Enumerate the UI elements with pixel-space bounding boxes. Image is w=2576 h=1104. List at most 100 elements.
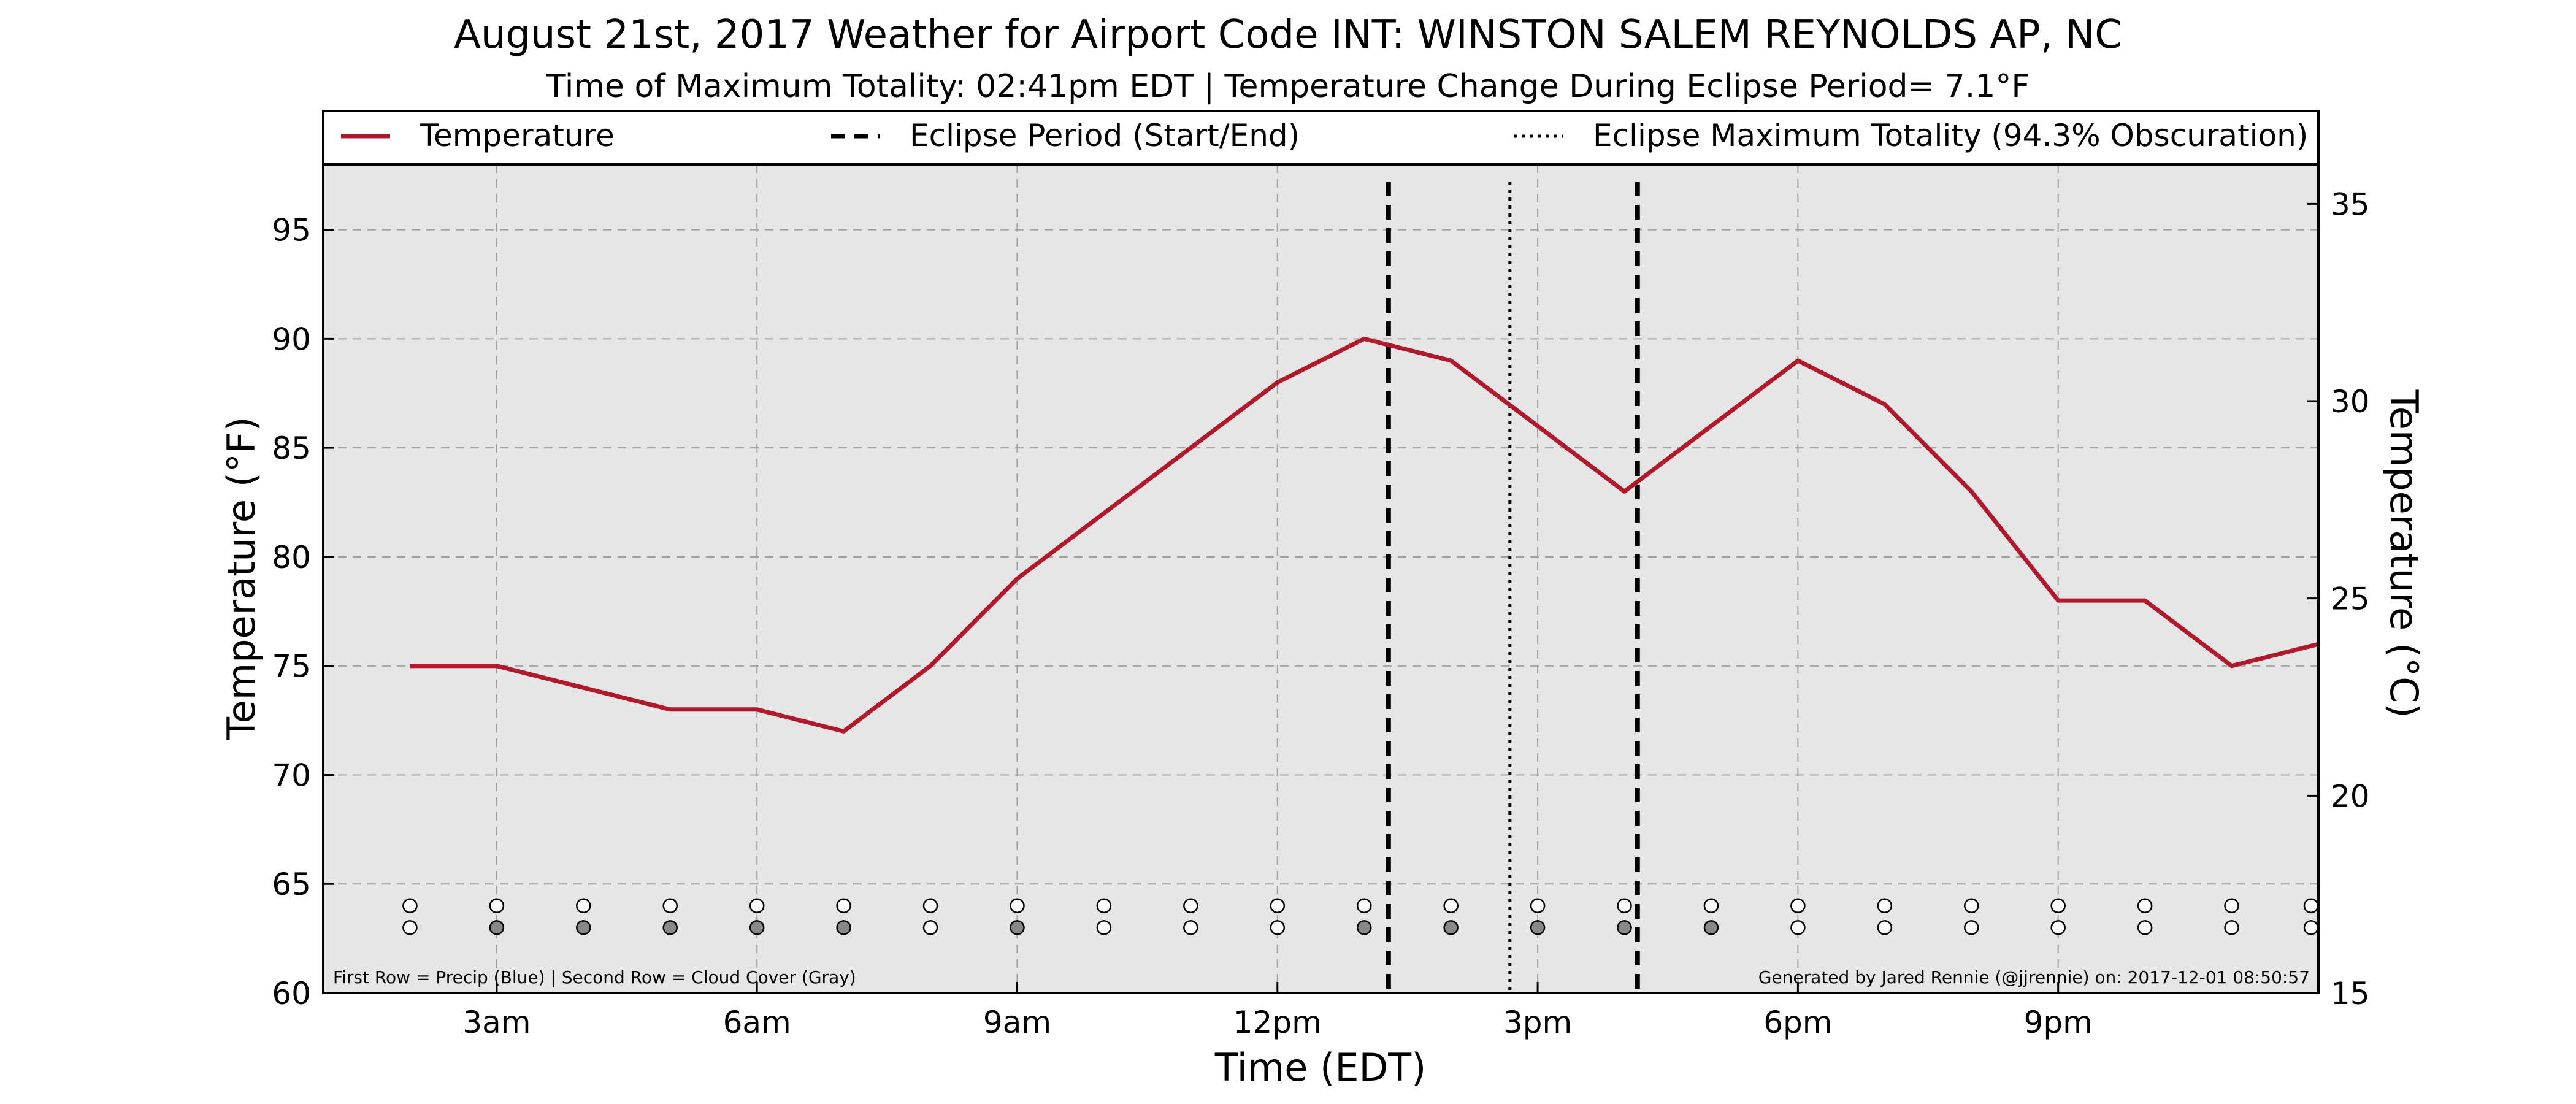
cloud-cover-marker	[1010, 920, 1025, 935]
temperature-point	[1363, 338, 1365, 339]
temperature-point	[756, 709, 757, 710]
precip-marker	[1096, 898, 1112, 914]
y-tick-label-right: 35	[2331, 186, 2370, 222]
x-tick-label: 6pm	[1763, 1005, 1832, 1040]
y-tick-label-left: 75	[272, 649, 311, 684]
eclipse-markers	[1386, 182, 1640, 993]
cloud-cover-marker	[1096, 920, 1112, 935]
temperature-point	[1624, 491, 1625, 492]
temperature-point	[1971, 491, 1972, 492]
precip-cloud-rows	[402, 898, 2319, 935]
temperature-point	[1016, 578, 1018, 580]
y-tick-label-right: 25	[2331, 581, 2370, 617]
precip-marker	[1617, 898, 1632, 914]
chart-title: August 21st, 2017 Weather for Airport Co…	[454, 12, 2122, 58]
temperature-point	[2058, 600, 2059, 601]
temperature-point	[1797, 360, 1798, 361]
y-axis-left-label: Temperature (°F)	[219, 416, 264, 740]
precip-marker	[1790, 898, 1806, 914]
precip-marker	[2224, 898, 2239, 914]
y-tick-label-left: 90	[272, 321, 311, 357]
precip-marker	[2137, 898, 2153, 914]
plot-area	[322, 163, 2320, 994]
precip-marker	[1270, 898, 1286, 914]
cloud-cover-marker	[2050, 920, 2066, 935]
temperature-point	[1884, 404, 1885, 405]
temperature-point	[1277, 382, 1278, 383]
x-axis-time: 3am 6am 9am 12pm 3pm 6pm 9pm	[462, 982, 2093, 1040]
temperature-point	[930, 665, 931, 667]
temperature-point	[409, 665, 410, 667]
legend-label-max-totality: Eclipse Maximum Totality (94.3% Obscurat…	[1593, 118, 2308, 153]
y-tick-label-left: 70	[272, 757, 311, 793]
temperature-point	[1711, 426, 1712, 427]
y-tick-label-right: 15	[2331, 976, 2370, 1011]
cloud-cover-marker	[2224, 920, 2239, 935]
temperature-point	[843, 730, 845, 732]
temperature-point	[2144, 600, 2145, 601]
y-axis-right-label: Temperature (°C)	[2382, 389, 2426, 718]
plot-background	[323, 164, 2318, 993]
precip-marker	[402, 898, 418, 914]
cloud-cover-marker	[2137, 920, 2153, 935]
legend-box	[322, 110, 2320, 166]
precip-marker	[2050, 898, 2066, 914]
cloud-cover-marker	[662, 920, 678, 935]
temperature-point	[1451, 360, 1452, 361]
y-tick-label-left: 85	[272, 431, 311, 466]
cloud-cover-marker	[576, 920, 591, 935]
legend: Temperature Eclipse Period (Start/End) E…	[322, 110, 2320, 166]
precip-marker	[2303, 898, 2319, 914]
precip-marker	[749, 898, 765, 914]
x-axis-label: Time (EDT)	[1214, 1045, 1427, 1090]
precip-marker	[836, 898, 851, 914]
precip-marker	[489, 898, 505, 914]
temperature-line	[410, 336, 2319, 734]
cloud-cover-marker	[1356, 920, 1372, 935]
y-tick-label-left: 95	[272, 213, 311, 248]
chart-subtitle: Time of Maximum Totality: 02:41pm EDT | …	[546, 68, 2030, 105]
precip-marker	[1964, 898, 1979, 914]
precip-marker	[662, 898, 678, 914]
cloud-cover-marker	[1703, 920, 1719, 935]
precip-marker	[1356, 898, 1372, 914]
precip-marker	[1703, 898, 1719, 914]
x-tick-label: 6am	[723, 1005, 791, 1040]
y-axis-left-fahrenheit: 60 65 70 75 80 85 90 95	[272, 213, 334, 1011]
temperature-point	[1103, 513, 1105, 514]
temperature-point	[583, 687, 584, 688]
x-tick-label: 9am	[983, 1005, 1051, 1040]
cloud-cover-marker	[1790, 920, 1806, 935]
cloud-cover-marker	[836, 920, 851, 935]
footnote-right: Generated by Jared Rennie (@jjrennie) on…	[1758, 967, 2310, 987]
cloud-cover-marker	[1270, 920, 1286, 935]
y-tick-label-right: 20	[2331, 778, 2370, 814]
legend-label-temperature: Temperature	[420, 118, 615, 153]
precip-marker	[1443, 898, 1459, 914]
x-tick-label: 3pm	[1503, 1005, 1572, 1040]
precip-marker	[1530, 898, 1546, 914]
x-tick-label: 9pm	[2024, 1005, 2093, 1040]
precip-marker	[1010, 898, 1025, 914]
precip-marker	[922, 898, 938, 914]
legend-label-eclipse-period: Eclipse Period (Start/End)	[910, 118, 1300, 153]
cloud-cover-marker	[1183, 920, 1198, 935]
cloud-cover-marker	[1617, 920, 1632, 935]
y-tick-label-left: 65	[272, 867, 311, 902]
cloud-cover-marker	[1530, 920, 1546, 935]
temperature-point	[2231, 665, 2233, 667]
y-tick-label-right: 30	[2331, 384, 2370, 420]
y-axis-right-celsius: 15 20 25 30 35	[2307, 186, 2370, 1011]
temperature-point	[1190, 447, 1191, 448]
temperature-point	[496, 665, 497, 667]
cloud-cover-marker	[1964, 920, 1979, 935]
precip-marker	[1877, 898, 1893, 914]
precip-marker	[576, 898, 591, 914]
x-tick-label: 12pm	[1233, 1005, 1322, 1040]
temperature-point	[1537, 426, 1538, 427]
cloud-cover-marker	[1877, 920, 1893, 935]
precip-marker	[1183, 898, 1198, 914]
temperature-point	[670, 709, 671, 710]
cloud-cover-marker	[489, 920, 505, 935]
